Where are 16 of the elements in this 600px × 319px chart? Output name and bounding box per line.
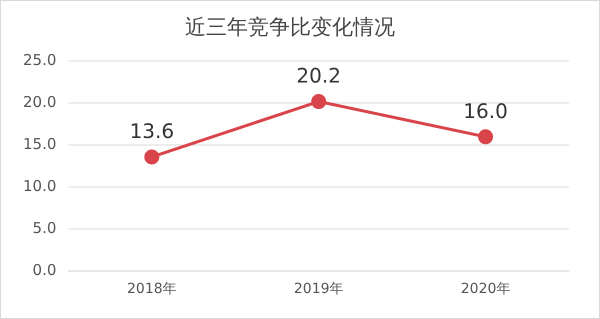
x-tick-label: 2018年 <box>127 281 177 298</box>
y-tick-label: 5.0 <box>32 219 56 238</box>
data-label: 13.6 <box>130 119 174 144</box>
data-label: 16.0 <box>463 99 508 124</box>
y-tick-label: 0.0 <box>32 261 56 280</box>
y-tick-label: 15.0 <box>22 135 56 154</box>
point <box>144 149 160 164</box>
point <box>478 129 494 144</box>
x-tick-label: 2019年 <box>294 281 344 298</box>
y-tick-label: 20.0 <box>22 93 56 112</box>
y-tick-label: 25.0 <box>22 51 56 70</box>
data-label: 20.2 <box>296 64 341 88</box>
x-tick-label: 2020年 <box>460 281 510 298</box>
y-tick-label: 10.0 <box>22 177 56 196</box>
point <box>311 94 326 110</box>
chart-title: 近三年竞争比变化情况 <box>185 15 395 40</box>
